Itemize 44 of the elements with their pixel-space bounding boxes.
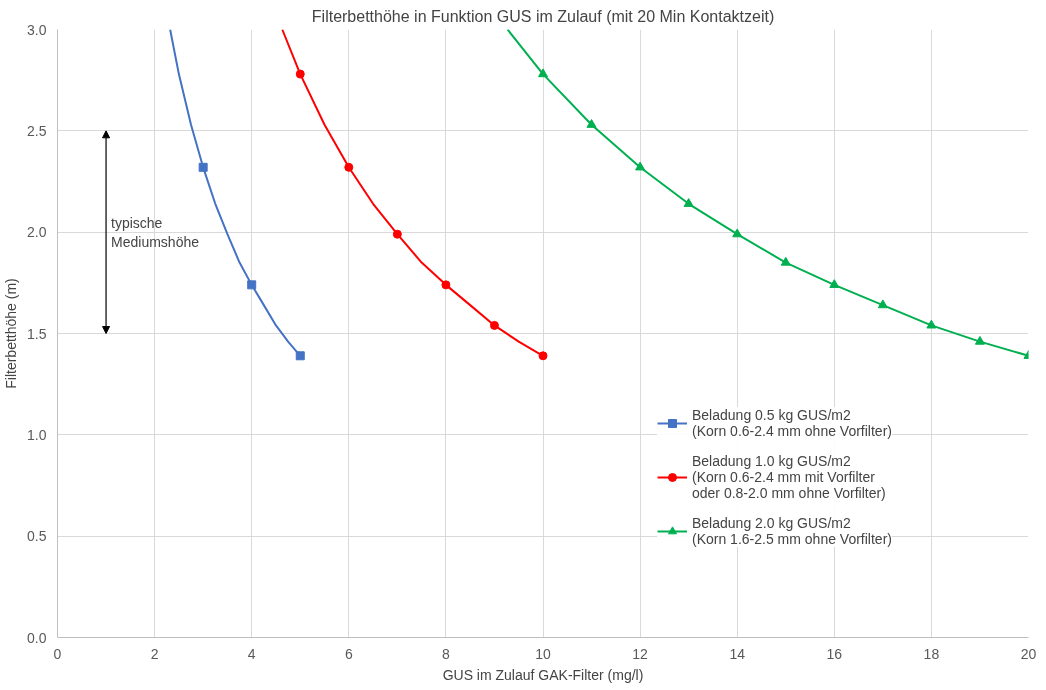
chart-title: Filterbetthöhe in Funktion GUS im Zulauf (mit 20 Min Kontaktzeit) bbox=[311, 7, 775, 25]
x-tick-label: 12 bbox=[632, 645, 649, 662]
annotation: typische Mediumshöhe bbox=[111, 214, 200, 250]
point bbox=[489, 320, 499, 330]
point bbox=[295, 69, 305, 79]
point bbox=[829, 279, 840, 288]
point bbox=[441, 280, 451, 290]
y-tick-label: 2.5 bbox=[27, 122, 47, 139]
x-tick-label: 14 bbox=[729, 645, 746, 662]
y-tick-label: 1.0 bbox=[27, 426, 47, 443]
point bbox=[538, 351, 548, 361]
legend-label: Beladung 1.0 kg GUS/m2 (Korn 0.6-2.4 mm mit Vorfilter oder 0.8-2.0 mm ohne Vorfilter) bbox=[692, 453, 886, 501]
point bbox=[732, 228, 743, 238]
y-tick-label: 1.5 bbox=[27, 325, 47, 342]
point bbox=[635, 161, 646, 171]
legend-label: Beladung 2.0 kg GUS/m2 (Korn 1.6-2.5 mm ohne Vorfilter) bbox=[692, 515, 892, 547]
point bbox=[974, 335, 985, 345]
x-tick-label: 8 bbox=[442, 645, 451, 662]
x-tick-label: 0 bbox=[53, 645, 62, 662]
point bbox=[877, 299, 888, 309]
point bbox=[392, 229, 402, 239]
point bbox=[247, 280, 257, 290]
point bbox=[344, 162, 354, 172]
x-tick-label: 10 bbox=[535, 645, 551, 662]
point bbox=[780, 256, 791, 266]
y-tick-label: 0.5 bbox=[27, 528, 47, 545]
point bbox=[295, 351, 305, 361]
y-tick-label: 3.0 bbox=[27, 21, 47, 38]
y-tick-label: 0.0 bbox=[27, 629, 47, 646]
x-tick-label: 4 bbox=[247, 645, 256, 662]
y-tick-label: 2.0 bbox=[27, 224, 47, 241]
x-tick-label: 2 bbox=[150, 645, 159, 662]
x-axis-title: GUS im Zulauf GAK-Filter (mg/l) bbox=[442, 666, 644, 683]
point bbox=[198, 162, 208, 172]
y-axis-title: Filterbetthöhe (m) bbox=[3, 278, 20, 389]
legend-label: Beladung 0.5 kg GUS/m2 (Korn 0.6-2.4 mm ohne Vorfilter) bbox=[692, 407, 892, 439]
x-tick-label: 18 bbox=[923, 645, 940, 662]
x-tick-label: 16 bbox=[826, 645, 843, 662]
point bbox=[926, 319, 937, 329]
point bbox=[683, 198, 694, 207]
point bbox=[586, 119, 597, 128]
point bbox=[538, 68, 548, 78]
x-tick-label: 6 bbox=[344, 645, 353, 662]
x-tick-label: 20 bbox=[1020, 645, 1037, 662]
